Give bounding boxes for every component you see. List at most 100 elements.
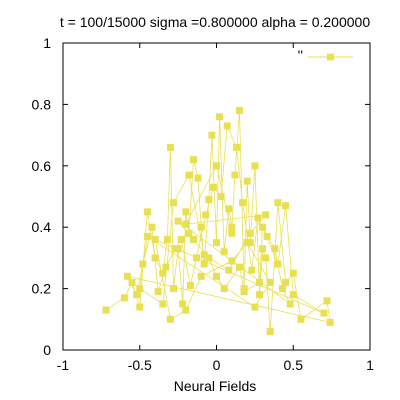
data-point [193,254,201,262]
data-point [143,208,151,216]
data-point [174,217,182,225]
data-point [217,193,225,200]
data-point [177,235,185,243]
data-point [189,156,197,164]
data-point [232,143,240,151]
y-tick-label: 0.4 [32,219,52,235]
data-point [254,214,262,222]
data-point [208,131,216,139]
data-point [200,260,208,268]
data-point [133,291,141,299]
data-point [162,263,170,271]
data-point [251,162,259,170]
data-point [182,306,190,314]
data-point [151,235,159,243]
data-point [223,122,231,130]
data-point [166,315,174,323]
data-point [243,177,251,185]
data-point [202,211,210,219]
legend: '' [298,47,353,63]
legend-marker [327,53,334,61]
data-point [231,171,239,179]
data-point [246,229,254,237]
series-layer [102,107,334,336]
data-point [182,208,190,216]
data-point [236,107,244,115]
data-point [236,263,244,271]
data-point [213,239,220,247]
data-point [228,257,236,265]
x-axis-label: Neural Fields [174,378,256,394]
data-point [139,260,147,268]
data-point [216,113,224,121]
y-tick-label: 0.6 [32,158,52,174]
data-point [185,171,193,179]
y-tick-label: 0.2 [32,281,52,297]
data-point [189,235,197,243]
data-point [274,260,282,268]
x-tick-label: 1 [366,357,374,373]
data-point [228,223,236,231]
data-point [194,174,202,182]
y-tick-label: 1 [43,35,51,51]
data-point [163,235,171,243]
data-point [263,232,271,240]
data-point [205,196,213,204]
data-point [120,294,128,302]
data-point [255,278,263,286]
data-point [239,199,247,207]
data-point [220,248,228,256]
data-point [182,220,190,228]
data-point [266,328,274,336]
data-point [262,254,270,262]
y-tick-label: 0.8 [32,96,52,112]
data-point [128,278,136,286]
data-point [289,269,297,277]
data-point [143,232,151,240]
data-point [148,223,156,231]
data-point [289,291,297,299]
data-point [286,300,294,308]
data-point [251,303,259,311]
data-point [136,285,144,293]
data-point [225,205,233,213]
data-point [297,315,305,323]
data-point [213,162,220,170]
data-point [243,239,251,247]
data-point [228,229,236,237]
data-point [159,300,167,308]
data-point [225,266,233,274]
data-point [151,254,159,262]
data-point [185,229,193,237]
data-point [259,245,267,253]
x-tick-label: 0 [213,357,221,373]
x-tick-label: -1 [57,357,70,373]
data-point [240,288,248,296]
data-point [271,245,279,253]
data-point [274,199,282,207]
data-point [171,245,179,253]
data-point [154,288,162,296]
data-point [170,199,178,207]
data-point [262,211,270,219]
x-tick-label: 0.5 [284,357,304,373]
chart-title: t = 100/15000 sigma =0.800000 alpha = 0.… [60,14,370,30]
data-point [279,285,287,293]
data-point [282,202,290,210]
data-point [197,223,205,231]
data-point [166,143,174,151]
data-point [282,278,290,286]
data-point [102,306,110,314]
data-point [200,251,208,259]
data-point [220,285,228,293]
data-point [197,272,205,280]
data-point [320,309,328,317]
legend-label: '' [298,47,303,63]
data-point [186,282,194,290]
data-point [259,223,267,231]
data-point [326,318,334,326]
y-tick-label: 0 [43,342,51,358]
data-point [248,266,256,274]
data-point [170,285,178,293]
